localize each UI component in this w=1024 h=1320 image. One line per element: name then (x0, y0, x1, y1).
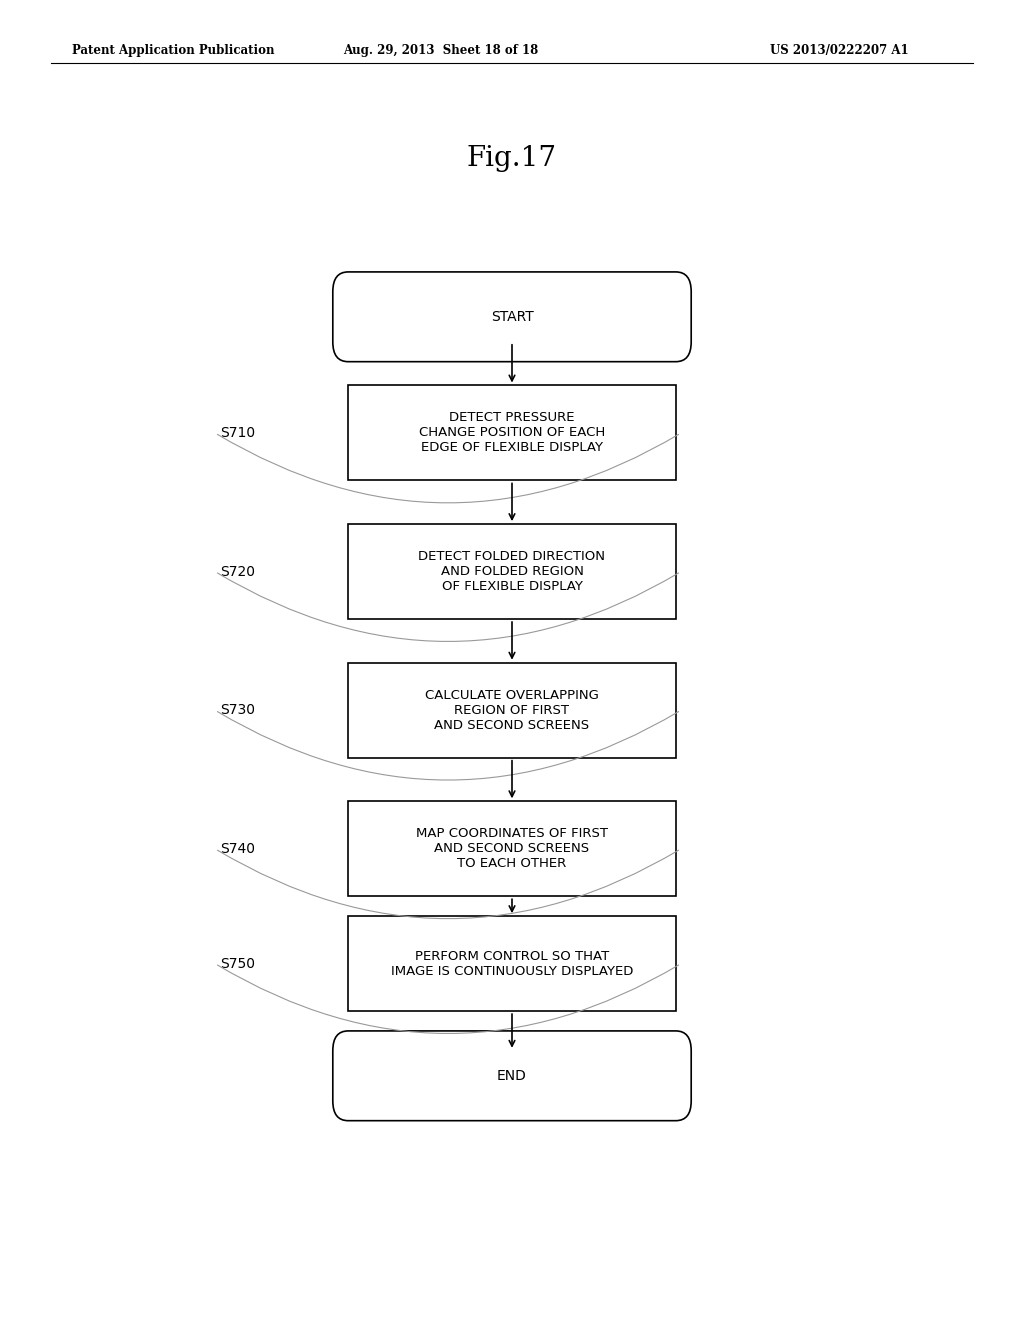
Text: S720: S720 (220, 565, 255, 578)
Text: US 2013/0222207 A1: US 2013/0222207 A1 (770, 44, 909, 57)
Text: START: START (490, 310, 534, 323)
Bar (348, 916, 676, 1011)
Text: DETECT FOLDED DIRECTION
AND FOLDED REGION
OF FLEXIBLE DISPLAY: DETECT FOLDED DIRECTION AND FOLDED REGIO… (419, 550, 605, 593)
Text: Aug. 29, 2013  Sheet 18 of 18: Aug. 29, 2013 Sheet 18 of 18 (343, 44, 538, 57)
Text: S750: S750 (220, 957, 255, 970)
Text: END: END (497, 1069, 527, 1082)
Bar (348, 385, 676, 480)
FancyBboxPatch shape (333, 1031, 691, 1121)
Bar (348, 524, 676, 619)
Text: S730: S730 (220, 704, 255, 717)
Text: Patent Application Publication: Patent Application Publication (72, 44, 274, 57)
Text: CALCULATE OVERLAPPING
REGION OF FIRST
AND SECOND SCREENS: CALCULATE OVERLAPPING REGION OF FIRST AN… (425, 689, 599, 731)
Text: DETECT PRESSURE
CHANGE POSITION OF EACH
EDGE OF FLEXIBLE DISPLAY: DETECT PRESSURE CHANGE POSITION OF EACH … (419, 412, 605, 454)
Text: S740: S740 (220, 842, 255, 855)
Bar (348, 801, 676, 896)
FancyBboxPatch shape (333, 272, 691, 362)
Bar (348, 663, 676, 758)
Text: MAP COORDINATES OF FIRST
AND SECOND SCREENS
TO EACH OTHER: MAP COORDINATES OF FIRST AND SECOND SCRE… (416, 828, 608, 870)
Text: Fig.17: Fig.17 (467, 145, 557, 172)
Text: S710: S710 (220, 426, 255, 440)
Text: PERFORM CONTROL SO THAT
IMAGE IS CONTINUOUSLY DISPLAYED: PERFORM CONTROL SO THAT IMAGE IS CONTINU… (391, 949, 633, 978)
